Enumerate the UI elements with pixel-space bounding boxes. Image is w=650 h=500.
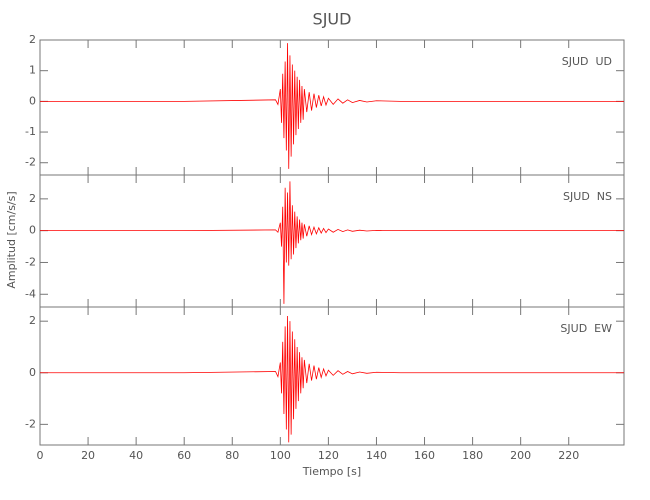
- x-tick-label: 100: [270, 449, 291, 462]
- x-tick-label: 120: [318, 449, 339, 462]
- y-tick-label: 2: [29, 33, 36, 46]
- x-tick-label: 200: [510, 449, 531, 462]
- y-tick-label: -2: [25, 156, 36, 169]
- x-tick-label: 40: [129, 449, 143, 462]
- y-axis-label: Amplitud [cm/s/s]: [5, 191, 18, 288]
- y-tick-label: -2: [25, 255, 36, 268]
- waveform: [40, 316, 624, 443]
- panel-frame: [39, 174, 625, 308]
- y-tick-label: -1: [25, 125, 36, 138]
- x-axis-label: Tiempo [s]: [302, 465, 361, 478]
- x-tick-label: 220: [558, 449, 579, 462]
- chart-title: SJUD: [313, 10, 352, 29]
- x-tick-label: 0: [37, 449, 44, 462]
- x-tick-label: 160: [414, 449, 435, 462]
- y-tick-label: 2: [29, 314, 36, 327]
- panel-label: SJUD UD: [562, 55, 612, 68]
- waveform: [40, 181, 624, 304]
- x-tick-label: 20: [81, 449, 95, 462]
- panel-frame: [39, 39, 625, 176]
- y-tick-label: 0: [29, 94, 36, 107]
- panel-frame: [39, 306, 625, 446]
- panel-label: SJUD EW: [560, 322, 612, 335]
- y-tick-label: 2: [29, 192, 36, 205]
- y-tick-label: 0: [29, 366, 36, 379]
- y-tick-label: 0: [29, 224, 36, 237]
- x-tick-label: 180: [462, 449, 483, 462]
- x-tick-label: 80: [225, 449, 239, 462]
- waveform: [40, 43, 624, 169]
- y-tick-label: 1: [29, 64, 36, 77]
- x-tick-label: 140: [366, 449, 387, 462]
- panel-label: SJUD NS: [563, 190, 612, 203]
- x-tick-label: 60: [177, 449, 191, 462]
- y-tick-label: -2: [25, 417, 36, 430]
- y-tick-label: -4: [25, 287, 36, 300]
